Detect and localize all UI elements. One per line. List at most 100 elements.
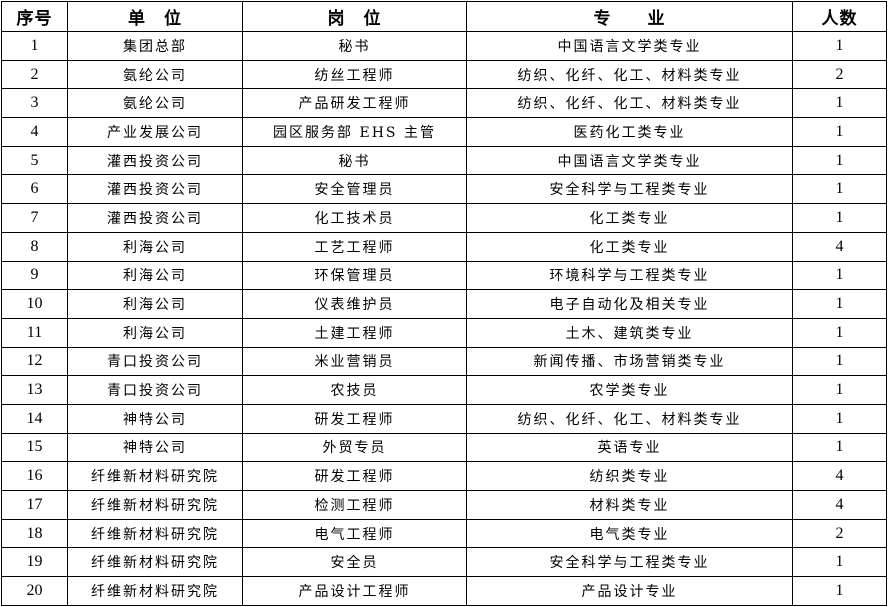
cell-major: 材料类专业 — [466, 490, 793, 520]
cell-position: 环保管理员 — [242, 260, 467, 291]
cell-major: 农学类专业 — [466, 375, 793, 405]
cell-count: 1 — [792, 88, 887, 119]
table-row: 17 纤维新材料研究院 检测工程师 材料类专业 4 — [1, 490, 887, 520]
cell-major: 电子自动化及相关专业 — [466, 289, 793, 319]
cell-major: 土木、建筑类专业 — [466, 317, 793, 348]
cell-major: 英语专业 — [466, 432, 793, 463]
cell-unit: 集团总部 — [67, 31, 243, 61]
cell-unit: 氨纶公司 — [67, 59, 243, 90]
table-row: 10 利海公司 仪表维护员 电子自动化及相关专业 1 — [1, 289, 887, 319]
cell-position: 土建工程师 — [242, 317, 467, 348]
cell-position: 秘书 — [242, 31, 467, 61]
cell-count: 4 — [792, 490, 887, 520]
cell-count: 1 — [792, 547, 887, 578]
table-body: 1 集团总部 秘书 中国语言文学类专业 1 2 氨纶公司 纺丝工程师 纺织、化纤、化工、材料类专… — [1, 31, 887, 606]
table-row: 16 纤维新材料研究院 研发工程师 纺织类专业 4 — [1, 461, 887, 491]
cell-unit: 利海公司 — [67, 231, 243, 262]
cell-count: 1 — [792, 403, 887, 434]
cell-position: 检测工程师 — [242, 490, 467, 520]
cell-position: 秘书 — [242, 145, 467, 176]
cell-major: 环境科学与工程类专业 — [466, 260, 793, 291]
cell-index: 9 — [1, 260, 68, 291]
cell-index: 3 — [1, 88, 68, 119]
cell-position: 工艺工程师 — [242, 231, 467, 262]
table-row: 8 利海公司 工艺工程师 化工类专业 4 — [1, 231, 887, 262]
cell-unit: 神特公司 — [67, 432, 243, 463]
header-count: 人数 — [792, 1, 887, 32]
cell-count: 4 — [792, 461, 887, 491]
cell-major: 中国语言文学类专业 — [466, 145, 793, 176]
cell-position: 研发工程师 — [242, 461, 467, 491]
cell-major: 纺织类专业 — [466, 461, 793, 491]
table-row: 5 灌西投资公司 秘书 中国语言文学类专业 1 — [1, 145, 887, 176]
cell-major: 产品设计专业 — [466, 576, 793, 606]
cell-position: 米业营销员 — [242, 346, 467, 377]
cell-index: 11 — [1, 317, 68, 348]
cell-index: 1 — [1, 31, 68, 61]
cell-count: 1 — [792, 375, 887, 405]
cell-major: 电气类专业 — [466, 518, 793, 549]
table-row: 2 氨纶公司 纺丝工程师 纺织、化纤、化工、材料类专业 2 — [1, 59, 887, 90]
cell-count: 1 — [792, 203, 887, 233]
cell-unit: 灌西投资公司 — [67, 203, 243, 233]
table-row: 12 青口投资公司 米业营销员 新闻传播、市场营销类专业 1 — [1, 346, 887, 377]
cell-unit: 利海公司 — [67, 317, 243, 348]
cell-index: 18 — [1, 518, 68, 549]
cell-position: 安全管理员 — [242, 174, 467, 205]
cell-index: 4 — [1, 117, 68, 147]
header-major: 专 业 — [466, 1, 793, 32]
cell-unit: 利海公司 — [67, 289, 243, 319]
table-row: 18 纤维新材料研究院 电气工程师 电气类专业 2 — [1, 518, 887, 549]
cell-position: 外贸专员 — [242, 432, 467, 463]
cell-position: 仪表维护员 — [242, 289, 467, 319]
cell-position: 电气工程师 — [242, 518, 467, 549]
cell-major: 安全科学与工程类专业 — [466, 174, 793, 205]
table-row: 13 青口投资公司 农技员 农学类专业 1 — [1, 375, 887, 405]
table-row: 15 神特公司 外贸专员 英语专业 1 — [1, 432, 887, 463]
cell-index: 5 — [1, 145, 68, 176]
cell-unit: 纤维新材料研究院 — [67, 576, 243, 606]
cell-unit: 产业发展公司 — [67, 117, 243, 147]
header-index: 序号 — [1, 1, 68, 32]
cell-position: 安全员 — [242, 547, 467, 578]
cell-unit: 青口投资公司 — [67, 375, 243, 405]
cell-unit: 纤维新材料研究院 — [67, 547, 243, 578]
cell-index: 15 — [1, 432, 68, 463]
cell-unit: 灌西投资公司 — [67, 174, 243, 205]
cell-major: 化工类专业 — [466, 203, 793, 233]
table-row: 3 氨纶公司 产品研发工程师 纺织、化纤、化工、材料类专业 1 — [1, 88, 887, 119]
cell-count: 1 — [792, 117, 887, 147]
cell-major: 新闻传播、市场营销类专业 — [466, 346, 793, 377]
cell-position: 农技员 — [242, 375, 467, 405]
cell-unit: 纤维新材料研究院 — [67, 518, 243, 549]
cell-index: 7 — [1, 203, 68, 233]
table-row: 19 纤维新材料研究院 安全员 安全科学与工程类专业 1 — [1, 547, 887, 578]
cell-unit: 纤维新材料研究院 — [67, 490, 243, 520]
cell-count: 1 — [792, 31, 887, 61]
cell-index: 8 — [1, 231, 68, 262]
cell-index: 13 — [1, 375, 68, 405]
table-row: 1 集团总部 秘书 中国语言文学类专业 1 — [1, 31, 887, 61]
cell-index: 16 — [1, 461, 68, 491]
cell-position: 园区服务部 EHS 主管 — [242, 117, 467, 147]
cell-count: 1 — [792, 346, 887, 377]
cell-unit: 纤维新材料研究院 — [67, 461, 243, 491]
cell-index: 10 — [1, 289, 68, 319]
table-row: 11 利海公司 土建工程师 土木、建筑类专业 1 — [1, 317, 887, 348]
cell-index: 12 — [1, 346, 68, 377]
table-row: 14 神特公司 研发工程师 纺织、化纤、化工、材料类专业 1 — [1, 403, 887, 434]
header-position: 岗 位 — [242, 1, 467, 32]
cell-position: 产品研发工程师 — [242, 88, 467, 119]
table-row: 9 利海公司 环保管理员 环境科学与工程类专业 1 — [1, 260, 887, 291]
table-row: 20 纤维新材料研究院 产品设计工程师 产品设计专业 1 — [1, 576, 887, 606]
cell-count: 1 — [792, 260, 887, 291]
cell-position: 研发工程师 — [242, 403, 467, 434]
cell-count: 1 — [792, 289, 887, 319]
cell-index: 14 — [1, 403, 68, 434]
table-row: 6 灌西投资公司 安全管理员 安全科学与工程类专业 1 — [1, 174, 887, 205]
table-row: 7 灌西投资公司 化工技术员 化工类专业 1 — [1, 203, 887, 233]
cell-index: 6 — [1, 174, 68, 205]
cell-index: 2 — [1, 59, 68, 90]
cell-unit: 神特公司 — [67, 403, 243, 434]
cell-unit: 氨纶公司 — [67, 88, 243, 119]
